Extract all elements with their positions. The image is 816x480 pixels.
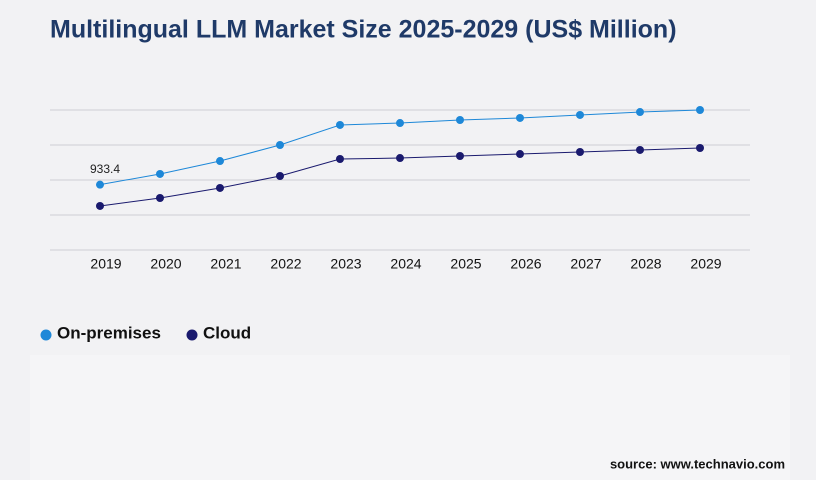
point: [396, 154, 404, 163]
x-tick-label: 2019: [90, 256, 121, 272]
x-tick-label: 2025: [450, 256, 481, 272]
point: [576, 148, 584, 156]
point: [396, 119, 404, 128]
source: source: www.technavio.com: [610, 456, 785, 471]
point: [276, 172, 284, 181]
x-tick-label: 2023: [330, 256, 361, 272]
point: [516, 150, 524, 159]
point: [216, 183, 224, 192]
point: [696, 144, 704, 153]
panel: [30, 355, 790, 480]
data-label: 933.4: [90, 162, 120, 176]
point: [156, 193, 164, 202]
legend-marker: [40, 329, 52, 341]
legend-marker: [186, 329, 198, 341]
chart-title: Multilingual LLM Market Size 2025-2029 (…: [50, 16, 677, 44]
x-tick-label: 2022: [270, 256, 301, 272]
point: [696, 106, 704, 114]
x-tick-label: 2021: [210, 256, 241, 272]
x-tick-label: 2020: [150, 256, 181, 272]
x-tick-label: 2027: [570, 256, 601, 272]
x-tick-label: 2028: [630, 256, 661, 272]
x-tick-label: 2026: [510, 256, 541, 272]
point: [516, 113, 524, 122]
point: [96, 180, 104, 189]
point: [456, 151, 464, 160]
x-tick-label: 2024: [390, 256, 421, 272]
point: [96, 201, 104, 210]
legend-label: On-premises: [57, 323, 161, 342]
x-tick-label: 2029: [690, 256, 721, 272]
point: [156, 169, 164, 178]
point: [576, 110, 584, 119]
point: [636, 145, 644, 154]
point: [456, 116, 464, 125]
point: [216, 157, 224, 166]
point: [276, 141, 284, 149]
point: [336, 155, 344, 163]
legend-label: Cloud: [203, 323, 251, 342]
point: [636, 108, 644, 117]
point: [336, 120, 344, 129]
